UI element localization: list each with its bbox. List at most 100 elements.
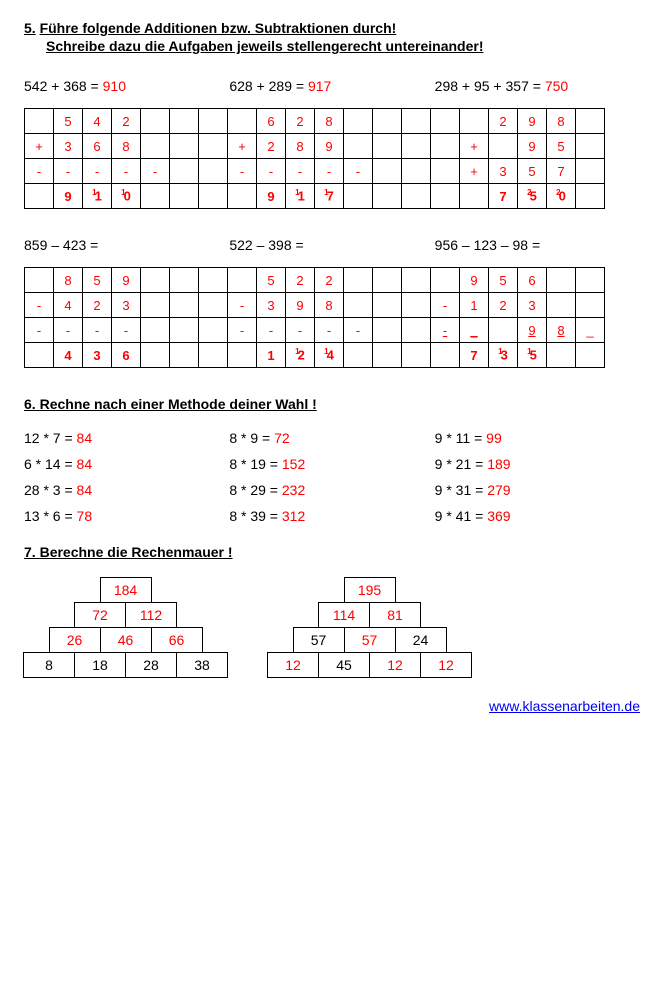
grid-cell bbox=[344, 184, 373, 209]
eq6: 956 – 123 – 98 = bbox=[435, 237, 640, 253]
grid-cell: - bbox=[83, 159, 112, 184]
grid-cell: 9 bbox=[54, 184, 83, 209]
pyramid-cell: 38 bbox=[176, 652, 228, 678]
pyramid-cell: 72 bbox=[74, 602, 126, 628]
grid-cell: - bbox=[315, 318, 344, 343]
mult-cell: 12 * 7 = 84 bbox=[24, 430, 229, 446]
grid-cell bbox=[170, 134, 199, 159]
grid-cell: 2 bbox=[257, 134, 286, 159]
mult-cell: 9 * 11 = 99 bbox=[435, 430, 640, 446]
mult-cell: 8 * 9 = 72 bbox=[229, 430, 434, 446]
grid-cell: 9 bbox=[112, 268, 141, 293]
grid-cell: 11 bbox=[286, 184, 315, 209]
sec6-heading: 6. Rechne nach einer Methode deiner Wahl… bbox=[24, 396, 640, 412]
eq3: 298 + 95 + 357 = 750 bbox=[435, 78, 640, 94]
grid-cell bbox=[402, 109, 431, 134]
grid-cell bbox=[576, 343, 605, 368]
pyramid-row: 12451212 bbox=[268, 653, 472, 678]
grid-cell: 9 bbox=[460, 268, 489, 293]
grid-cell: - bbox=[54, 159, 83, 184]
grid-cell: 4 bbox=[83, 109, 112, 134]
pyramid-cell: 28 bbox=[125, 652, 177, 678]
sec7-heading: 7. Berechne die Rechenmauer ! bbox=[24, 544, 640, 560]
grid-cell: - bbox=[257, 159, 286, 184]
grid-cell: 4 bbox=[54, 343, 83, 368]
grid-cell: 3 bbox=[83, 343, 112, 368]
grid-cell bbox=[402, 293, 431, 318]
grid-cell: 20 bbox=[547, 184, 576, 209]
eq1: 542 + 368 = 910 bbox=[24, 78, 229, 94]
grid-cell: - bbox=[431, 293, 460, 318]
pyramid-cell: 81 bbox=[369, 602, 421, 628]
grid-cell bbox=[576, 293, 605, 318]
grid-cell bbox=[402, 134, 431, 159]
footer-link[interactable]: www.klassenarbeiten.de bbox=[489, 698, 640, 714]
grid-cell: 7 bbox=[547, 159, 576, 184]
pyramid-cell: 66 bbox=[151, 627, 203, 653]
pyramid-cell: 45 bbox=[318, 652, 370, 678]
sec5-title2: Schreibe dazu die Aufgaben jeweils stell… bbox=[46, 38, 640, 54]
grid-cell: 9 bbox=[518, 109, 547, 134]
grid-cell bbox=[170, 184, 199, 209]
grid-cell bbox=[373, 159, 402, 184]
grid-cell: - bbox=[228, 318, 257, 343]
grid-cell: 8 bbox=[315, 293, 344, 318]
grid-cell bbox=[402, 343, 431, 368]
grid-cell: - bbox=[315, 159, 344, 184]
grid-cell bbox=[25, 184, 54, 209]
grid-cell: - bbox=[112, 318, 141, 343]
grid-cell bbox=[576, 184, 605, 209]
grid-cell: 5 bbox=[518, 159, 547, 184]
grid-cell: 9 bbox=[315, 134, 344, 159]
grid-cell bbox=[25, 109, 54, 134]
grid-cell bbox=[141, 268, 170, 293]
grid-cell: 5 bbox=[54, 109, 83, 134]
grid-cell: + bbox=[460, 159, 489, 184]
grid-cell bbox=[228, 268, 257, 293]
grid-cell bbox=[489, 134, 518, 159]
grid-cell: 9 bbox=[518, 318, 547, 343]
grid-cell: - bbox=[286, 318, 315, 343]
grid-cell bbox=[402, 184, 431, 209]
grid-cell bbox=[373, 134, 402, 159]
grid-cell bbox=[576, 268, 605, 293]
grid-cell: - bbox=[431, 318, 460, 343]
pyramid-cell: 57 bbox=[344, 627, 396, 653]
grid-cell: 8 bbox=[547, 318, 576, 343]
mult-row: 28 * 3 = 848 * 29 = 2329 * 31 = 279 bbox=[24, 482, 640, 498]
grid-cell: 3 bbox=[518, 293, 547, 318]
grid-cell: 12 bbox=[286, 343, 315, 368]
grid-cell bbox=[199, 184, 228, 209]
pyramid-cell: 46 bbox=[100, 627, 152, 653]
grid-cell: - bbox=[141, 159, 170, 184]
grid-cell bbox=[373, 293, 402, 318]
grid-cell bbox=[141, 109, 170, 134]
pyramid-cell: 184 bbox=[100, 577, 152, 603]
mult-row: 6 * 14 = 848 * 19 = 1529 * 21 = 189 bbox=[24, 456, 640, 472]
mult-cell: 8 * 29 = 232 bbox=[229, 482, 434, 498]
pyramid-cell: 18 bbox=[74, 652, 126, 678]
grid-cell bbox=[199, 109, 228, 134]
grid-cell bbox=[170, 268, 199, 293]
pyramid-row: 195 bbox=[345, 578, 396, 603]
grid-cell: 9 bbox=[257, 184, 286, 209]
grid-cell: - bbox=[25, 293, 54, 318]
grid-cell: 3 bbox=[112, 293, 141, 318]
grid-cell: - bbox=[25, 318, 54, 343]
mult-cell: 8 * 39 = 312 bbox=[229, 508, 434, 524]
sec5-title1: Führe folgende Additionen bzw. Subtrakti… bbox=[40, 20, 397, 36]
grid-cell bbox=[431, 109, 460, 134]
eq2: 628 + 289 = 917 bbox=[229, 78, 434, 94]
grid-cell bbox=[547, 343, 576, 368]
sec5-eqrow2: 859 – 423 = 522 – 398 = 956 – 123 – 98 = bbox=[24, 237, 640, 253]
grid-cell bbox=[547, 268, 576, 293]
grid-cell bbox=[141, 343, 170, 368]
grid1: 542628298+368+289+95----------+357911109… bbox=[24, 108, 605, 209]
sec5-num: 5. bbox=[24, 20, 36, 36]
pyramids: 184721122646668182838 195114815757241245… bbox=[24, 578, 640, 678]
grid-cell: 5 bbox=[489, 268, 518, 293]
grid-cell bbox=[141, 134, 170, 159]
grid-cell bbox=[344, 134, 373, 159]
grid-cell bbox=[431, 159, 460, 184]
mult-row: 13 * 6 = 788 * 39 = 3129 * 41 = 369 bbox=[24, 508, 640, 524]
